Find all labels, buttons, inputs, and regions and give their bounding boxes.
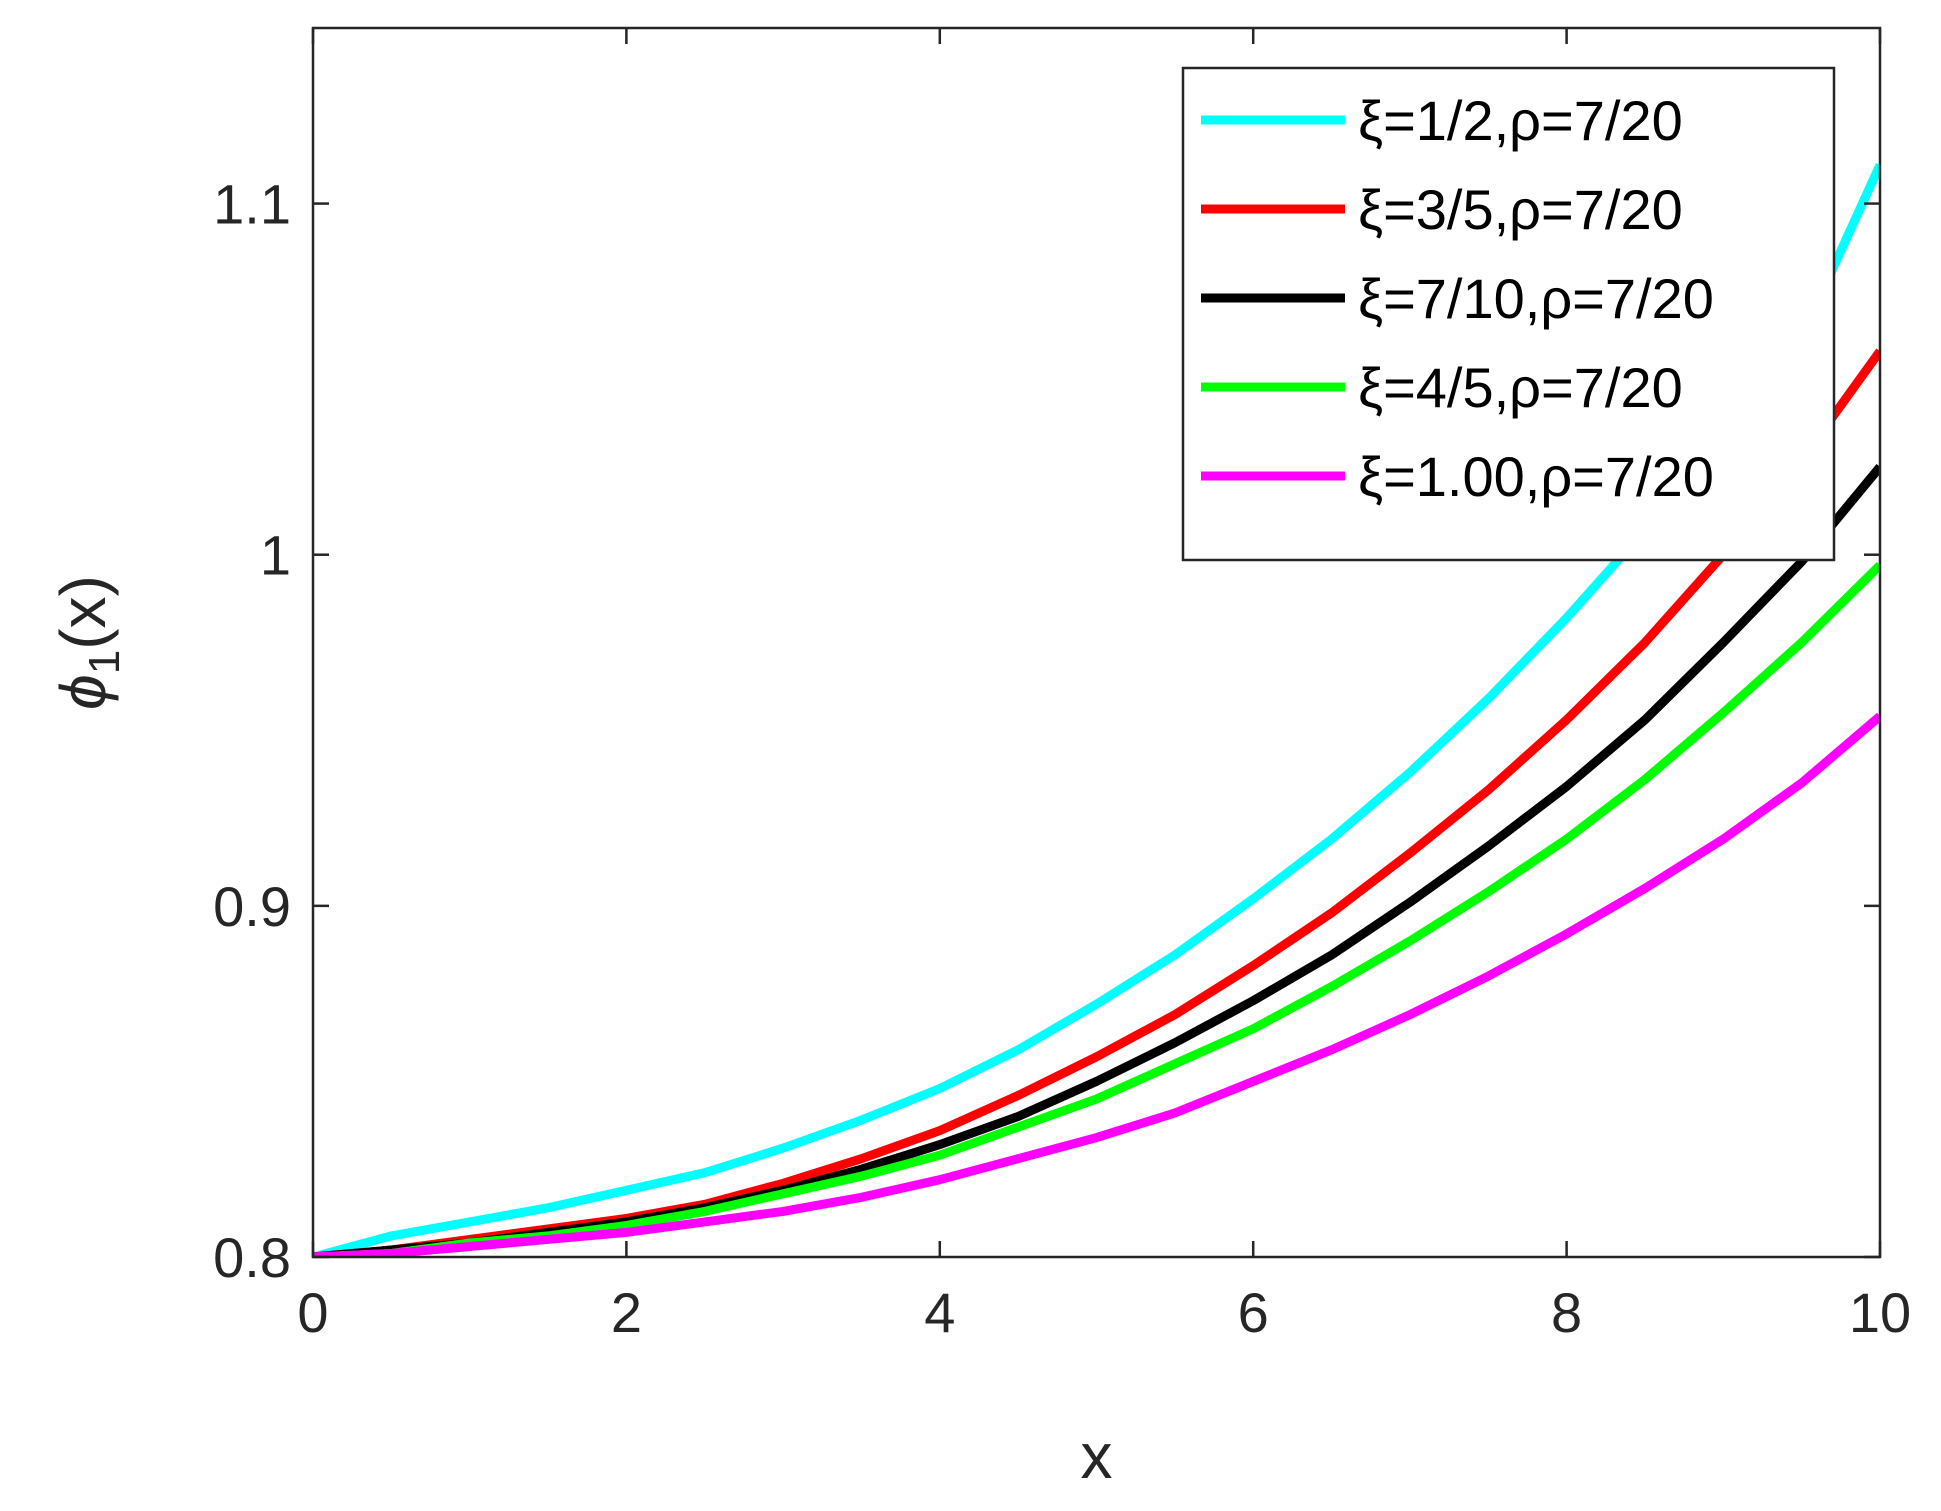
x-tick-label: 6 (1238, 1281, 1269, 1344)
y-axis-symbol: ϕ (47, 674, 119, 710)
legend-label-5: ξ=1.00,ρ=7/20 (1358, 445, 1714, 508)
y-tick-label: 0.8 (213, 1226, 291, 1289)
x-tick-label: 4 (924, 1281, 955, 1344)
y-tick-label: 1.1 (213, 173, 291, 236)
x-tick-label: 10 (1849, 1281, 1911, 1344)
y-axis-title: ϕ1(x) (47, 575, 129, 710)
tick-labels: 0 2 4 6 8 10 0.8 0.9 1 1.1 (213, 173, 1911, 1344)
x-tick-label: 2 (611, 1281, 642, 1344)
legend-label-1: ξ=1/2,ρ=7/20 (1358, 89, 1683, 152)
x-tick-label: 0 (297, 1281, 328, 1344)
legend-label-4: ξ=4/5,ρ=7/20 (1358, 356, 1683, 419)
y-tick-label: 1 (260, 524, 291, 587)
y-axis-suffix: (x) (47, 575, 119, 650)
x-tick-label: 8 (1551, 1281, 1582, 1344)
legend: ξ=1/2,ρ=7/20 ξ=3/5,ρ=7/20 ξ=7/10,ρ=7/20 ξ=4… (1181, 66, 1836, 562)
tick-marks (311, 28, 1882, 1259)
series-line-5 (313, 712, 1880, 1257)
y-axis-subscript: 1 (80, 650, 129, 674)
axes-box (311, 26, 1882, 1259)
series-line-4 (313, 561, 1880, 1257)
legend-label-3: ξ=7/10,ρ=7/20 (1358, 267, 1714, 330)
y-tick-label: 0.9 (213, 875, 291, 938)
x-axis-title: x (1081, 1420, 1113, 1492)
legend-label-2: ξ=3/5,ρ=7/20 (1358, 178, 1683, 241)
